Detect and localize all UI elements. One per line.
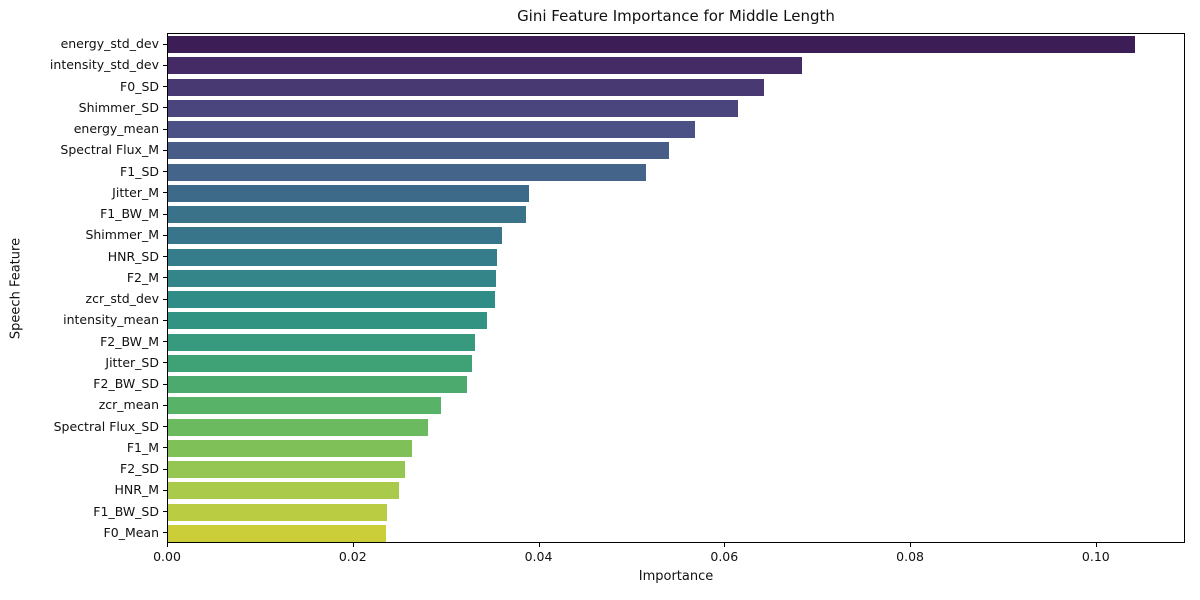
y-tick-label-Jitter_SD: Jitter_SD bbox=[105, 354, 159, 370]
y-tick-mark bbox=[163, 404, 167, 406]
y-tick-label-intensity_std_dev: intensity_std_dev bbox=[49, 57, 159, 73]
x-tick-mark bbox=[352, 543, 354, 547]
y-tick-mark bbox=[163, 511, 167, 513]
y-tick-label-F2_M: F2_M bbox=[126, 269, 159, 285]
bar-Shimmer_SD bbox=[168, 99, 739, 117]
y-tick-mark bbox=[163, 447, 167, 449]
bar-Spectral Flux_M bbox=[168, 142, 669, 160]
bar-Spectral Flux_SD bbox=[168, 418, 429, 436]
bar-F1_M bbox=[168, 439, 412, 457]
y-tick-mark bbox=[163, 489, 167, 491]
x-tick-mark bbox=[1095, 543, 1097, 547]
chart-title: Gini Feature Importance for Middle Lengt… bbox=[517, 7, 835, 25]
y-tick-mark bbox=[163, 107, 167, 109]
x-tick-label-0.10: 0.10 bbox=[1081, 549, 1110, 564]
bar-HNR_M bbox=[168, 482, 399, 500]
y-tick-label-F1_BW_M: F1_BW_M bbox=[100, 206, 159, 221]
y-tick-mark bbox=[163, 234, 167, 236]
x-tick-mark bbox=[167, 543, 168, 547]
x-tick-mark bbox=[538, 543, 540, 547]
x-tick-mark bbox=[910, 543, 912, 547]
y-tick-mark bbox=[163, 149, 167, 151]
bar-F2_M bbox=[168, 269, 497, 287]
bar-energy_mean bbox=[168, 121, 695, 139]
y-tick-label-F2_SD: F2_SD bbox=[120, 461, 159, 476]
y-tick-label-HNR_SD: HNR_SD bbox=[107, 248, 159, 264]
plot-area bbox=[167, 33, 1185, 543]
x-tick-label-0.08: 0.08 bbox=[896, 549, 924, 564]
y-tick-label-F1_SD: F1_SD bbox=[120, 163, 159, 179]
bar-Shimmer_M bbox=[168, 227, 502, 245]
bar-intensity_mean bbox=[168, 312, 487, 330]
y-tick-label-HNR_M: HNR_M bbox=[114, 482, 159, 498]
y-tick-label-energy_mean: energy_mean bbox=[73, 121, 159, 136]
y-tick-mark bbox=[163, 213, 167, 215]
y-tick-mark bbox=[163, 383, 167, 385]
y-tick-mark bbox=[163, 43, 167, 45]
y-tick-mark bbox=[163, 532, 167, 534]
y-tick-mark bbox=[163, 64, 167, 66]
bar-zcr_mean bbox=[168, 397, 442, 415]
y-tick-mark bbox=[163, 256, 167, 258]
y-tick-label-Shimmer_M: Shimmer_M bbox=[85, 227, 159, 243]
bar-F1_BW_M bbox=[168, 206, 526, 224]
bar-intensity_std_dev bbox=[168, 57, 803, 75]
y-tick-mark bbox=[163, 341, 167, 343]
bar-zcr_std_dev bbox=[168, 291, 496, 309]
bar-F2_BW_SD bbox=[168, 376, 468, 394]
y-tick-mark bbox=[163, 362, 167, 364]
x-tick-label-0.00: 0.00 bbox=[153, 549, 181, 564]
y-tick-label-energy_std_dev: energy_std_dev bbox=[60, 36, 159, 51]
y-tick-mark bbox=[163, 468, 167, 470]
bar-Jitter_SD bbox=[168, 354, 473, 372]
y-tick-mark bbox=[163, 86, 167, 88]
x-axis-title: Importance bbox=[638, 569, 714, 584]
y-tick-label-Jitter_M: Jitter_M bbox=[112, 184, 159, 200]
bar-F1_BW_SD bbox=[168, 503, 387, 521]
bar-F1_SD bbox=[168, 163, 647, 181]
x-tick-label-0.02: 0.02 bbox=[338, 549, 367, 564]
y-tick-label-Shimmer_SD: Shimmer_SD bbox=[78, 99, 159, 115]
bar-F2_BW_M bbox=[168, 333, 475, 351]
y-tick-label-F1_BW_SD: F1_BW_SD bbox=[93, 503, 159, 519]
bar-F2_SD bbox=[168, 461, 406, 479]
y-tick-label-F2_BW_M: F2_BW_M bbox=[100, 333, 159, 349]
y-tick-label-F0_Mean: F0_Mean bbox=[103, 524, 159, 540]
y-tick-label-F0_SD: F0_SD bbox=[120, 78, 159, 94]
y-tick-label-Spectral Flux_M: Spectral Flux_M bbox=[60, 142, 159, 158]
y-tick-mark bbox=[163, 319, 167, 321]
bar-F0_SD bbox=[168, 78, 765, 96]
y-tick-mark bbox=[163, 277, 167, 279]
y-tick-label-Spectral Flux_SD: Spectral Flux_SD bbox=[53, 418, 159, 434]
x-tick-label-0.06: 0.06 bbox=[710, 549, 739, 564]
y-tick-mark bbox=[163, 192, 167, 194]
y-tick-label-F2_BW_SD: F2_BW_SD bbox=[93, 376, 159, 391]
bar-HNR_SD bbox=[168, 248, 498, 266]
y-tick-mark bbox=[163, 171, 167, 173]
y-tick-mark bbox=[163, 426, 167, 428]
y-tick-mark bbox=[163, 128, 167, 130]
bar-F0_Mean bbox=[168, 524, 386, 542]
y-tick-label-zcr_mean: zcr_mean bbox=[98, 397, 159, 413]
y-tick-label-F1_M: F1_M bbox=[126, 439, 159, 455]
y-tick-label-intensity_mean: intensity_mean bbox=[63, 312, 159, 328]
x-tick-label-0.04: 0.04 bbox=[524, 549, 553, 564]
x-tick-mark bbox=[724, 543, 726, 547]
y-tick-mark bbox=[163, 298, 167, 300]
bar-Jitter_M bbox=[168, 184, 529, 202]
bar-energy_std_dev bbox=[168, 36, 1135, 54]
y-tick-label-zcr_std_dev: zcr_std_dev bbox=[85, 291, 159, 306]
